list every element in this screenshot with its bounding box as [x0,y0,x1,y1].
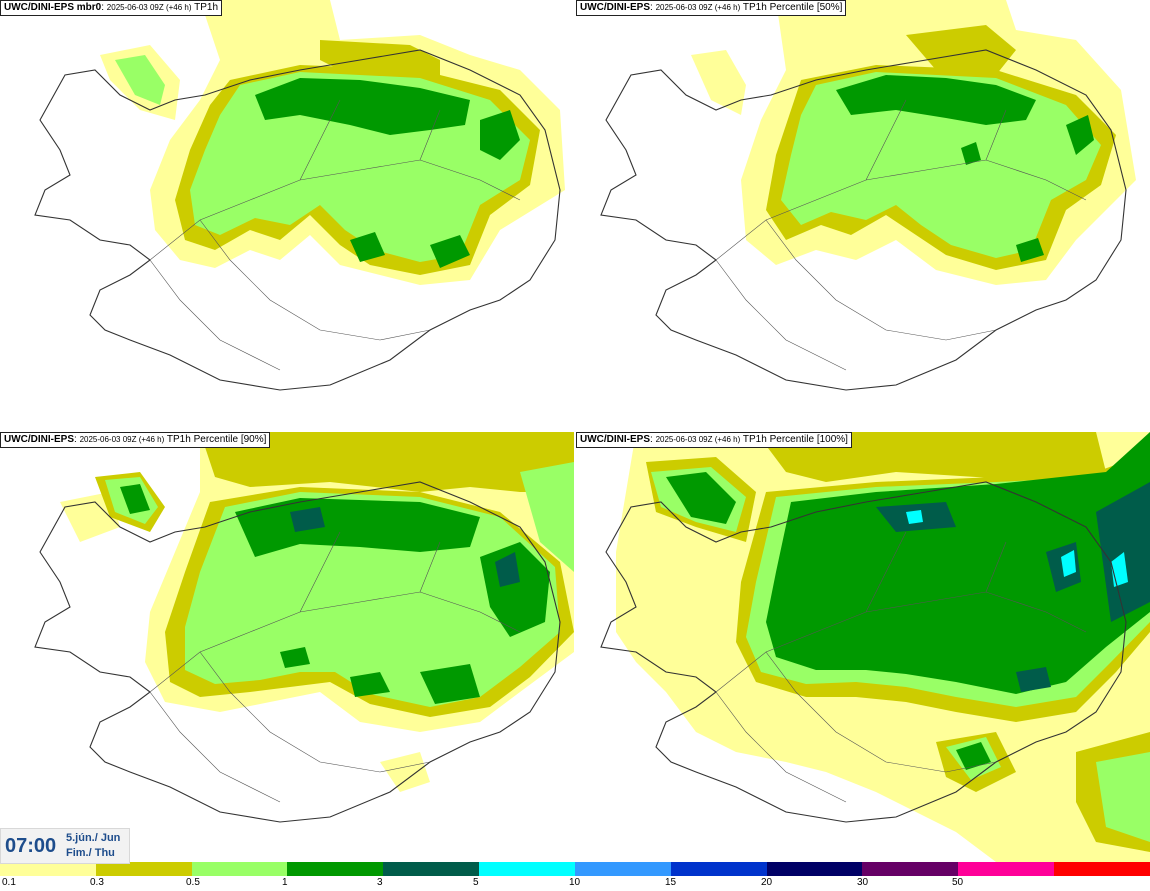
legend-swatch [95,862,192,876]
precip-light-area [60,492,120,542]
precip-core-area [255,78,470,135]
legend-label: 10 [569,877,581,888]
legend-label: 0.1 [2,877,16,888]
precip-extreme-area [906,510,923,524]
map-panel-p90: UWC/DINI-EPS: 2025-06-03 09Z (+46 h) TP1… [0,432,574,862]
legend-swatch [670,862,767,876]
precip-core-area [430,235,470,268]
legend-label: 0.5 [186,877,200,888]
precip-core-area [1066,115,1094,155]
legend-swatch [191,862,288,876]
precip-core-area [350,232,385,262]
precip-extreme-area [1061,550,1076,577]
road-network [715,531,1087,803]
map-panel-p50: UWC/DINI-EPS: 2025-06-03 09Z (+46 h) TP1… [576,0,1150,428]
legend-swatch [862,862,959,876]
legend-label: 1 [282,877,288,888]
precip-intense-area [495,552,520,587]
precip-moderate-area [200,432,574,492]
legend-color-bar [0,862,1150,876]
road-network [149,99,521,371]
legend-label: 15 [665,877,677,888]
road-network [715,99,1087,371]
precip-core-area [961,142,981,165]
precip-color-legend: 0.1 0.3 0.5 1 3 5 10 15 20 30 50 [0,862,1150,891]
precip-core-area [480,110,520,160]
panel-title: UWC/DINI-EPS: 2025-06-03 09Z (+46 h) TP1… [576,432,852,448]
legend-swatch [287,862,384,876]
legend-swatch [383,862,480,876]
precip-heavy-area [1096,752,1150,842]
legend-label: 0.3 [90,877,104,888]
legend-swatch [479,862,575,876]
panel-title: UWC/DINI-EPS mbr0: 2025-06-03 09Z (+46 h… [0,0,223,16]
legend-label: 30 [857,877,869,888]
legend-label: 50 [952,877,964,888]
precip-core-area [956,742,991,770]
precip-core-area [420,664,480,704]
legend-swatch [574,862,671,876]
map-panel-p100: UWC/DINI-EPS: 2025-06-03 09Z (+46 h) TP1… [576,432,1150,862]
valid-time-box: 07:00 5.jún./ Jun Fim./ Thu [0,828,130,864]
valid-date-line1: 5.jún./ Jun [66,832,121,844]
legend-swatch [1054,862,1150,876]
precip-map-p100 [600,432,1150,862]
precip-light-area [691,50,746,115]
legend-swatch [766,862,863,876]
precip-core-area [836,75,1036,125]
legend-swatch [0,862,96,876]
precip-light-area [380,752,430,792]
panel-title: UWC/DINI-EPS: 2025-06-03 09Z (+46 h) TP1… [576,0,847,16]
legend-labels: 0.1 0.3 0.5 1 3 5 10 15 20 30 50 [0,876,1150,891]
precip-intense-area [1016,667,1051,692]
precip-moderate-area [906,25,1016,75]
map-panel-mbr0: UWC/DINI-EPS mbr0: 2025-06-03 09Z (+46 h… [0,0,574,428]
panel-divider-horizontal [0,428,1150,432]
legend-label: 3 [377,877,383,888]
precip-heavy-area [115,55,165,105]
precip-core-area [350,672,390,697]
precip-intense-area [290,507,325,532]
precip-map-p50 [600,0,1136,391]
road-network [149,531,521,803]
legend-label: 5 [473,877,479,888]
legend-swatch [958,862,1055,876]
precip-map-p90 [34,432,574,823]
panel-title: UWC/DINI-EPS: 2025-06-03 09Z (+46 h) TP1… [0,432,271,448]
valid-time: 07:00 [5,835,57,857]
precip-core-area [120,484,150,514]
precip-core-area [280,647,310,668]
precip-core-area [666,472,736,524]
precip-intense-area [1096,482,1150,622]
legend-label: 20 [761,877,773,888]
precip-core-area [766,432,1150,694]
precip-core-area [1016,238,1044,262]
precip-heavy-area [520,462,574,572]
valid-date-line2: Fim./ Thu [66,847,115,859]
precip-map-mbr0 [34,0,565,391]
